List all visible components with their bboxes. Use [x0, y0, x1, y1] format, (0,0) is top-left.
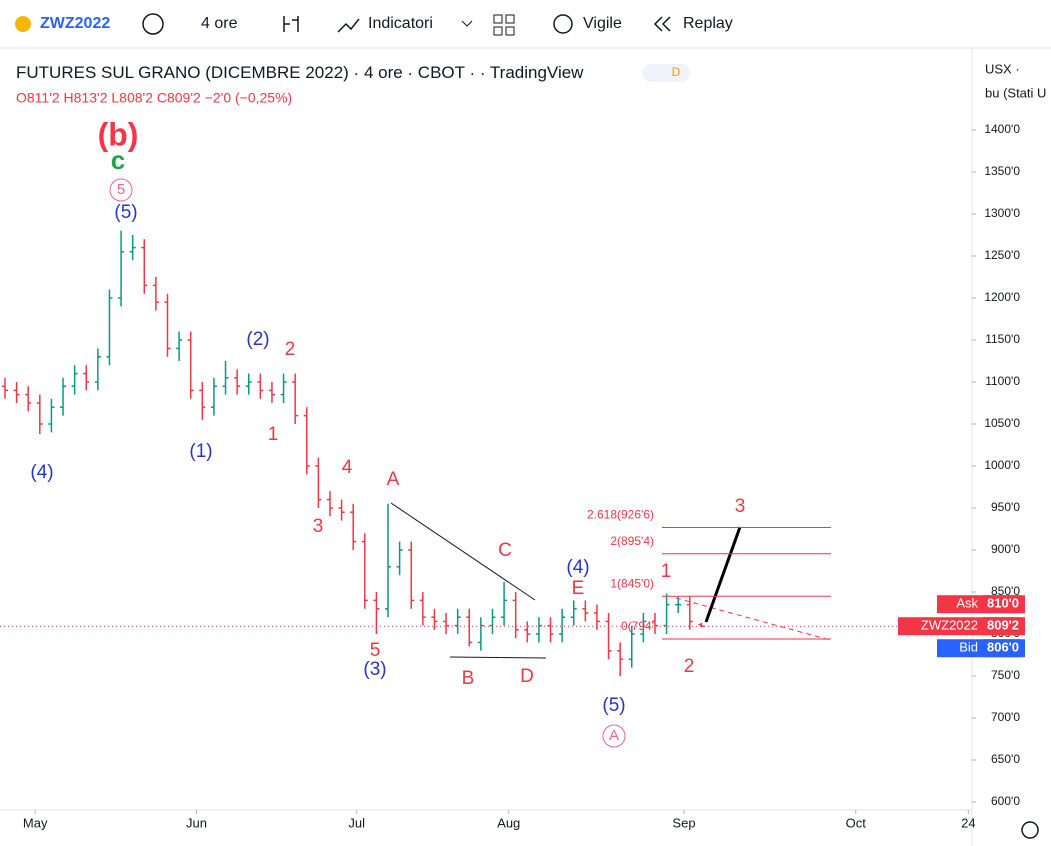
projection-line	[675, 597, 831, 641]
y-tick-label: 1100'0	[985, 374, 1020, 388]
settings-button[interactable]	[1021, 821, 1039, 839]
x-tick-label: Sep	[672, 815, 695, 830]
x-tick-label: 24	[961, 815, 975, 830]
interval[interactable]: 4 ore	[201, 15, 238, 32]
wave-label: C	[498, 540, 512, 561]
wave-label: (5)	[114, 202, 137, 223]
wave-label: 5	[370, 640, 381, 661]
wave-label: 2	[684, 656, 695, 677]
price-tag-label: 810'0	[987, 596, 1019, 611]
fib-label: 1(845'0)	[610, 576, 654, 590]
indicators-icon	[337, 18, 360, 33]
y-tick-label: 650'0	[991, 752, 1020, 766]
y-tick-label: 1350'0	[984, 164, 1020, 178]
price-tag-label: 806'0	[987, 640, 1019, 655]
wave-label: E	[572, 578, 585, 599]
y-tick-label: 1200'0	[984, 290, 1020, 304]
wave-3-arrow	[704, 526, 742, 623]
y-tick-label: 1400'0	[984, 122, 1020, 136]
wave-label: 1	[268, 424, 279, 445]
drawings	[109, 178, 831, 748]
price-tag-value	[983, 617, 1025, 636]
bar-type-button[interactable]	[283, 16, 299, 32]
badge	[642, 64, 690, 82]
replay-icon	[653, 16, 671, 32]
trend-line	[390, 502, 536, 601]
x-tick-label: May	[23, 815, 48, 830]
wave-label: (3)	[363, 659, 386, 680]
legend-ohlc: O811'2 H813'2 L808'2 C809'2 −2'0 (−0,25%…	[16, 90, 292, 106]
y-tick-label: 1300'0	[984, 206, 1020, 220]
wave-label: (4)	[30, 462, 53, 483]
badge-label: D	[672, 65, 681, 79]
wave-label: 2	[285, 339, 296, 360]
price-tag-value	[983, 639, 1025, 658]
fib-label: 0(794'	[621, 619, 654, 633]
circle	[602, 724, 626, 748]
y-tick-label: 900'0	[991, 542, 1020, 556]
alert-button[interactable]: Vigile	[583, 15, 622, 32]
wave-label: 5	[117, 181, 125, 198]
symbol-icon	[15, 16, 31, 32]
wave-label: c	[111, 145, 125, 175]
wave-label: (5)	[602, 695, 625, 716]
x-tick-label: Jun	[186, 815, 207, 830]
wave-label: (4)	[566, 557, 589, 578]
toolbar	[0, 0, 1051, 48]
x-tick-label: Oct	[846, 815, 867, 830]
y-tick-label: 1250'0	[984, 248, 1020, 262]
wave-label: D	[520, 666, 534, 687]
fib-label: 2.618(926'6)	[587, 508, 654, 522]
wave-label: 3	[735, 496, 746, 517]
y-tick-label: 850'0	[991, 584, 1020, 598]
y-tick-label: 950'0	[991, 500, 1020, 514]
wave-label: (1)	[189, 441, 212, 462]
fib-label: 2(895'4)	[610, 534, 654, 548]
wave-label: 3	[313, 516, 324, 537]
y-tick-label: 600'0	[991, 794, 1020, 808]
price-tag-value	[983, 595, 1025, 614]
y-tick-label: 700'0	[991, 710, 1020, 724]
currency[interactable]: USX ·	[985, 61, 1020, 76]
replay-button[interactable]: Replay	[683, 15, 733, 32]
compare-button[interactable]	[142, 13, 164, 35]
symbol[interactable]: ZWZ2022	[40, 15, 110, 32]
price-tag-name: Bid	[959, 640, 978, 655]
price-tag-label: 809'2	[987, 618, 1019, 633]
legend-title: FUTURES SUL GRANO (DICEMBRE 2022) · 4 or…	[16, 63, 584, 82]
alert-icon	[553, 14, 573, 34]
y-tick-label: 1000'0	[984, 458, 1020, 472]
x-tick-label: Aug	[497, 815, 520, 830]
wave-label: 1	[661, 561, 672, 582]
wave-label: (2)	[246, 329, 269, 350]
wave-label: A	[387, 469, 400, 490]
wave-label: (b)	[98, 116, 139, 152]
wave-label: 4	[342, 457, 353, 478]
unit: bu (Stati U	[985, 85, 1046, 100]
circle	[109, 178, 133, 202]
indicators-button[interactable]: Indicatori	[368, 15, 433, 32]
y-tick-label: 1150'0	[985, 332, 1020, 346]
y-tick-label: 750'0	[991, 668, 1020, 682]
wave-label: B	[462, 668, 475, 689]
dropdown[interactable]	[461, 20, 473, 27]
price-tag-name: Ask	[956, 596, 978, 611]
price-tag-name: ZWZ2022	[921, 618, 978, 633]
y-tick-label: 1050'0	[984, 416, 1020, 430]
trend-line	[449, 656, 547, 659]
wave-label: A	[609, 727, 619, 744]
layout-button[interactable]	[493, 14, 515, 36]
x-tick-label: Jul	[348, 815, 365, 830]
